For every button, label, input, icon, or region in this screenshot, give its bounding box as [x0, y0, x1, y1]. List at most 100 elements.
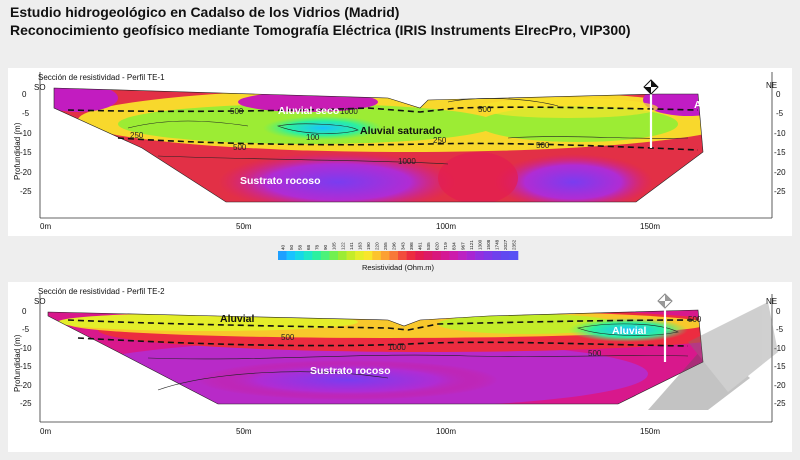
colorbar-swatch [398, 251, 407, 260]
colorbar-tick: 2352 [512, 239, 517, 250]
borehole-icon [643, 79, 659, 95]
colorbar-swatch [355, 251, 365, 260]
contour-label: 500 [230, 107, 244, 116]
panel-title: Sección de resistividad - Perfil TE-1 [38, 73, 165, 82]
sw-label: SO [34, 297, 46, 306]
colorbar-tick: 719 [443, 242, 448, 250]
colorbar-swatch [492, 251, 502, 260]
contour-label: 100 [306, 133, 320, 142]
y-tick: -5 [22, 109, 30, 118]
zone-label: Sustrato rocoso [310, 365, 391, 377]
colorbar-swatch [389, 251, 399, 260]
colorbar-swatch [303, 251, 313, 260]
colorbar-tick: 40 [280, 244, 285, 250]
colorbar-swatch [415, 251, 425, 260]
contour-label: 1000 [388, 343, 406, 352]
ne-label: NE [766, 81, 777, 90]
colorbar-swatch [286, 251, 296, 260]
y-tick: -20 [774, 168, 786, 177]
y-ticks-left: 0 -5 -10 -15 -20 -25 [20, 90, 32, 196]
colorbar-tick: 58 [297, 244, 302, 250]
profile-te2-svg: 500 1000 500 500 Aluvial Sustrato rocoso… [13, 287, 786, 436]
colorbar-tick: 1121 [469, 240, 474, 250]
colorbar-tick: 343 [400, 242, 405, 250]
y-tick: -20 [20, 381, 32, 390]
colorbar-swatch [423, 251, 433, 260]
colorbar-swatch [483, 251, 493, 260]
profile-panel-te1: 1000 500 250 100 250 500 1000 500 500 Al… [8, 68, 792, 236]
contour-label: 1000 [340, 107, 358, 116]
colorbar-tick: 105 [332, 242, 337, 250]
y-tick: -25 [774, 187, 786, 196]
zone-label: Aluvial [612, 325, 647, 337]
colorbar-tick: 535 [426, 242, 431, 250]
colorbar-swatch [363, 251, 373, 260]
colorbar-tick: 163 [357, 242, 362, 250]
figure-title: Estudio hidrogeológico en Cadalso de los… [10, 4, 400, 20]
zone-label: Aluvial saturado [360, 125, 442, 137]
sw-label: SO [34, 83, 46, 92]
colorbar-tick: 461 [417, 242, 422, 250]
colorbar-tick: 122 [340, 242, 345, 250]
y-tick: -15 [20, 148, 32, 157]
borehole-icon [657, 293, 673, 309]
y-tick: -15 [774, 148, 786, 157]
colorbar-tick: 190 [366, 242, 371, 250]
y-tick: -25 [774, 399, 786, 408]
interface-upper-te1 [67, 106, 699, 113]
x-tick: 150m [640, 427, 660, 436]
colorbar-tick: 50 [289, 244, 294, 250]
contour-label: 1000 [398, 157, 416, 166]
colorbar-ticks: 40 50 58 68 78 90 105 122 141 163 190 220 255 296 343 3… [280, 239, 516, 250]
colorbar-swatch [338, 251, 347, 260]
colorbar-tick: 90 [323, 244, 328, 250]
colorbar-swatch [295, 251, 305, 260]
contour-label: 500 [588, 349, 602, 358]
interface-upper-te2 [67, 319, 699, 331]
interface-lower-te2 [77, 337, 689, 347]
ne-label: NE [766, 297, 777, 306]
contour-label: 500 [233, 143, 247, 152]
x-ticks: 0m 50m 100m 150m [40, 427, 660, 436]
profile-te1-svg: 1000 500 250 100 250 500 1000 500 500 Al… [13, 72, 786, 231]
colorbar-swatch [380, 251, 390, 260]
contour-label: 500 [536, 141, 550, 150]
y-axis-label: Profundidad (m) [13, 122, 22, 180]
contour-label: 250 [433, 136, 447, 145]
colorbar-swatch [440, 251, 450, 260]
y-tick: 0 [22, 307, 27, 316]
zone-label: Aluvial seco [278, 105, 339, 117]
x-tick: 150m [640, 222, 660, 231]
y-tick: -5 [22, 325, 30, 334]
y-tick: 0 [776, 307, 781, 316]
y-tick: -15 [20, 362, 32, 371]
colorbar-tick: 220 [375, 242, 380, 250]
contour-label: 500 [478, 105, 492, 114]
y-ticks-left: 0 -5 -10 -15 -20 -25 [20, 307, 32, 408]
colorbar-swatch [449, 251, 459, 260]
colorbar-swatch [466, 251, 476, 260]
colorbar-swatch [320, 251, 330, 260]
y-tick: -25 [20, 187, 32, 196]
panel-title: Sección de resistividad - Perfil TE-2 [38, 287, 165, 296]
y-tick: -5 [776, 109, 784, 118]
y-tick: -10 [20, 129, 32, 138]
figure-subtitle: Reconocimiento geofísico mediante Tomogr… [10, 22, 631, 38]
interface-lower-te1 [117, 137, 699, 151]
colorbar-swatches [278, 251, 519, 260]
colorbar-tick: 1748 [495, 239, 500, 250]
colorbar-tick: 620 [435, 242, 440, 250]
colorbar-tick: 68 [306, 244, 311, 250]
y-tick: -5 [776, 325, 784, 334]
x-tick: 0m [40, 222, 51, 231]
colorbar-swatch [278, 251, 287, 260]
colorbar-swatch [475, 251, 485, 260]
colorbar-svg: 40 50 58 68 78 90 105 122 141 163 190 220 255 296 343 3… [278, 239, 519, 272]
resistivity-section-te2 [48, 310, 703, 404]
y-tick: -10 [774, 344, 786, 353]
colorbar-swatch [509, 251, 519, 260]
colorbar-tick: 2027 [503, 239, 508, 250]
colorbar-tick: 1508 [486, 239, 491, 250]
x-tick: 100m [436, 222, 456, 231]
